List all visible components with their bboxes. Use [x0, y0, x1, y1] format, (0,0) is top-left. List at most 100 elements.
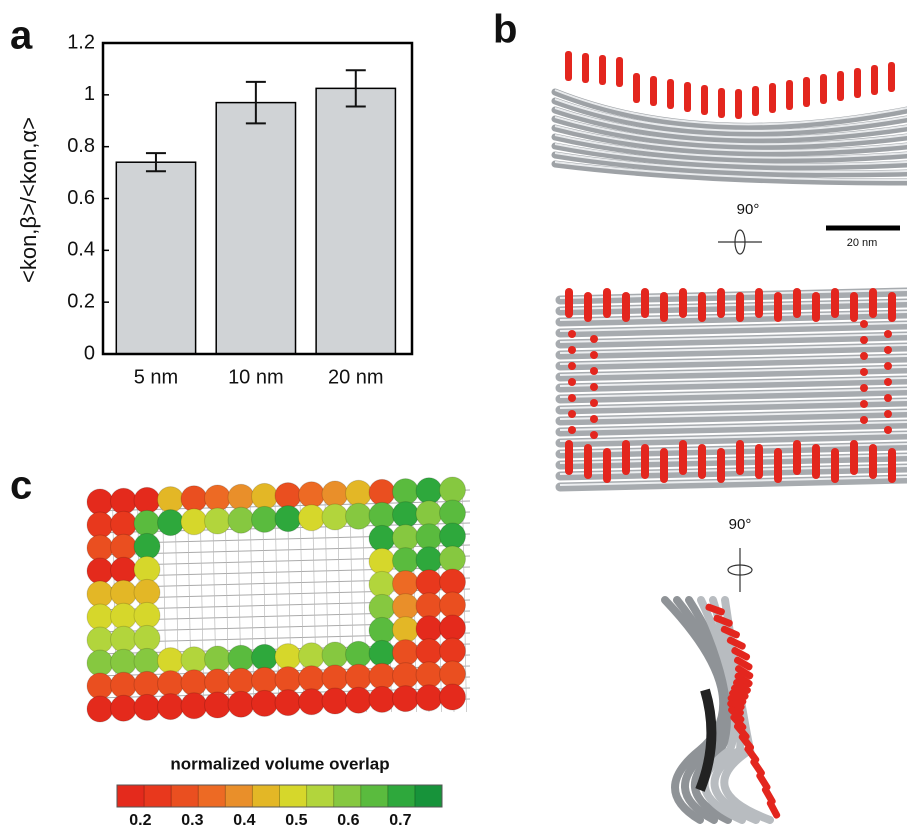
strand	[718, 88, 725, 118]
strand	[660, 292, 668, 322]
strand	[803, 77, 810, 107]
sphere	[440, 546, 466, 572]
sphere	[346, 480, 372, 506]
strand	[568, 394, 576, 402]
colorbar-segment	[117, 785, 145, 807]
strand	[850, 440, 858, 475]
strand	[860, 352, 868, 360]
strand	[831, 288, 839, 318]
sphere	[228, 668, 254, 694]
x-tick-label: 20 nm	[328, 366, 384, 388]
sphere	[205, 669, 231, 695]
colorbar-segment	[388, 785, 416, 807]
strand	[603, 288, 611, 318]
sphere	[346, 664, 372, 690]
strand	[884, 362, 892, 370]
sphere	[440, 592, 466, 618]
sphere	[205, 485, 231, 511]
sphere	[440, 615, 466, 641]
sphere	[393, 686, 419, 712]
sphere	[440, 569, 466, 595]
sphere	[275, 483, 301, 509]
strand	[888, 62, 895, 92]
sphere	[87, 558, 113, 584]
sphere	[134, 671, 160, 697]
y-tick-label: 0.4	[67, 239, 95, 261]
y-tick-label: 0	[84, 342, 95, 364]
strand	[884, 426, 892, 434]
sphere	[369, 640, 395, 666]
sphere	[369, 548, 395, 574]
sphere	[393, 663, 419, 689]
sphere	[87, 627, 113, 653]
panel-label: c	[10, 464, 32, 508]
sphere	[134, 556, 160, 582]
sphere	[111, 580, 137, 606]
strand	[565, 51, 572, 81]
strand	[717, 448, 725, 483]
strand	[860, 384, 868, 392]
y-tick-label: 0.2	[67, 290, 95, 312]
sphere	[252, 667, 278, 693]
y-tick-label: 0.6	[67, 187, 95, 209]
strand	[622, 292, 630, 322]
strand	[888, 292, 896, 322]
colorbar-segment	[361, 785, 389, 807]
strand	[590, 415, 598, 423]
sphere	[299, 482, 325, 508]
strand	[831, 448, 839, 483]
sphere	[440, 477, 466, 503]
colorbar-segment	[252, 785, 280, 807]
strand	[590, 335, 598, 343]
sphere	[416, 662, 442, 688]
bar	[316, 88, 395, 354]
colorbar-tick-label: 0.4	[233, 812, 255, 829]
sphere	[275, 690, 301, 716]
sphere	[393, 571, 419, 597]
y-tick-label: 1.2	[67, 31, 95, 53]
sphere	[87, 535, 113, 561]
sphere	[228, 507, 254, 533]
sphere	[393, 525, 419, 551]
strand	[698, 292, 706, 322]
sphere	[252, 483, 278, 509]
strand	[755, 288, 763, 318]
strand	[568, 362, 576, 370]
sphere	[228, 691, 254, 717]
strand	[884, 410, 892, 418]
tile-render	[87, 477, 470, 722]
colorbar-tick-label: 0.6	[337, 812, 359, 829]
colorbar-segment	[415, 785, 443, 807]
sphere	[111, 534, 137, 560]
colorbar-tick-label: 0.5	[285, 812, 307, 829]
sphere	[346, 503, 372, 529]
sphere	[87, 604, 113, 630]
sphere	[393, 617, 419, 643]
sphere	[440, 523, 466, 549]
strand	[837, 71, 844, 101]
strand	[736, 292, 744, 322]
panel-label: a	[10, 14, 33, 58]
strand	[774, 292, 782, 322]
strand	[584, 444, 592, 479]
sphere	[299, 666, 325, 692]
sphere	[369, 525, 395, 551]
strand	[860, 336, 868, 344]
strand	[650, 76, 657, 106]
strand	[568, 330, 576, 338]
colorbar-segment	[280, 785, 308, 807]
sphere	[181, 693, 207, 719]
sphere	[369, 663, 395, 689]
sphere	[416, 685, 442, 711]
strand	[884, 346, 892, 354]
sphere	[322, 688, 348, 714]
sphere	[252, 644, 278, 670]
sphere	[440, 500, 466, 526]
strand	[850, 292, 858, 322]
colorbar-tick-label: 0.2	[129, 812, 151, 829]
strand	[860, 368, 868, 376]
strand	[590, 431, 598, 439]
panel-label: b	[493, 8, 517, 52]
sphere	[393, 640, 419, 666]
sphere	[134, 510, 160, 536]
